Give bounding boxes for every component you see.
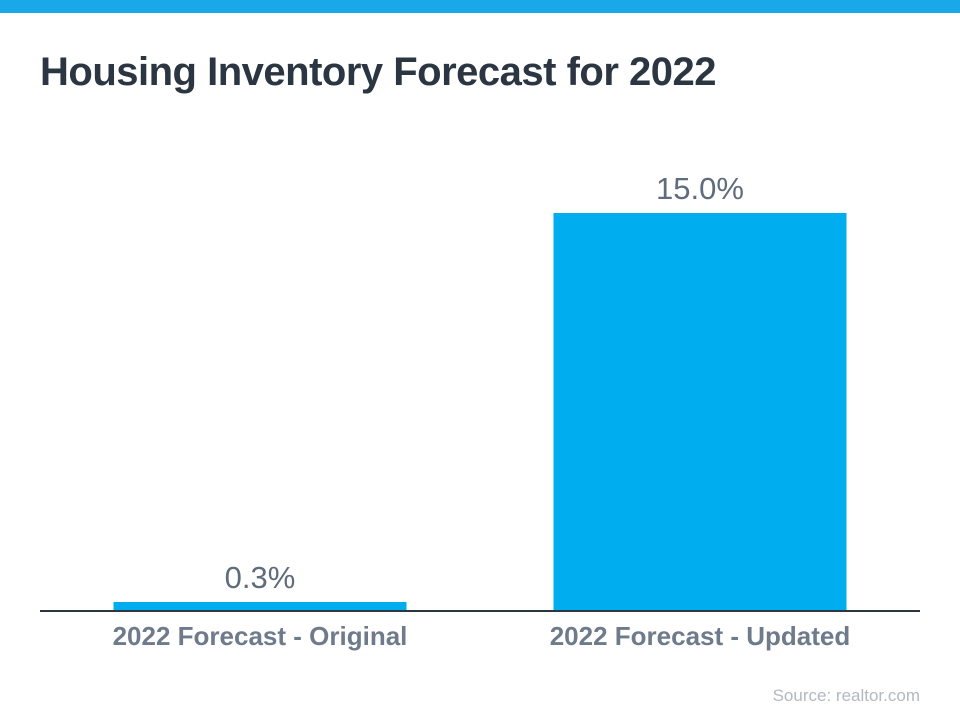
bar-chart: 0.3% 15.0% 2022 Forecast - Original 2022… [40, 173, 920, 652]
category-label: 2022 Forecast - Original [112, 621, 408, 651]
bar-value-label: 15.0% [656, 171, 744, 206]
accent-strip [0, 0, 960, 13]
x-axis-line [40, 610, 920, 612]
bar [113, 602, 407, 610]
category-axis: 2022 Forecast - Original 2022 Forecast -… [40, 621, 920, 652]
category-label: 2022 Forecast - Updated [549, 621, 851, 651]
chart-title: Housing Inventory Forecast for 2022 [40, 50, 717, 94]
bar-group-updated: 15.0% [480, 173, 920, 610]
bar-value-label: 0.3% [224, 560, 296, 596]
plot-area: 0.3% 15.0% [40, 173, 920, 610]
source-attribution: Source: realtor.com [772, 686, 920, 705]
bar-group-original: 0.3% [40, 213, 480, 610]
bar [553, 213, 847, 610]
